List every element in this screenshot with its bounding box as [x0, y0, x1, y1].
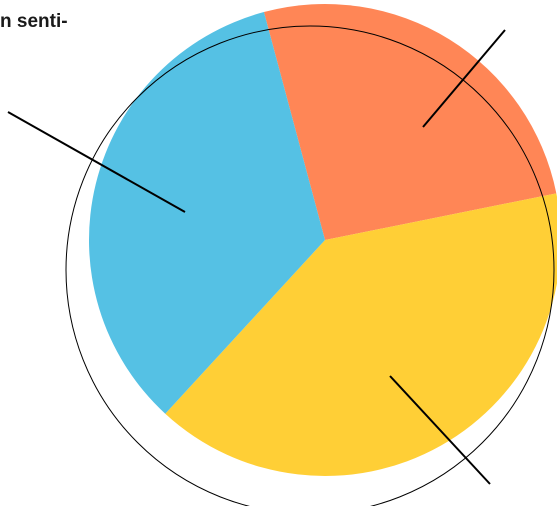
- pie-slice-yellow: [165, 193, 557, 476]
- outline-ring: [65, 25, 555, 506]
- pie-slices: [89, 4, 557, 476]
- leader-line-yellow: [389, 375, 491, 485]
- leader-line-blue: [7, 111, 186, 213]
- leader-lines: [7, 29, 506, 485]
- pie-slice-orange: [263, 4, 557, 240]
- title-fragment: n senti-: [0, 11, 68, 32]
- leader-line-orange: [422, 29, 506, 128]
- pie-slice-blue: [89, 12, 325, 414]
